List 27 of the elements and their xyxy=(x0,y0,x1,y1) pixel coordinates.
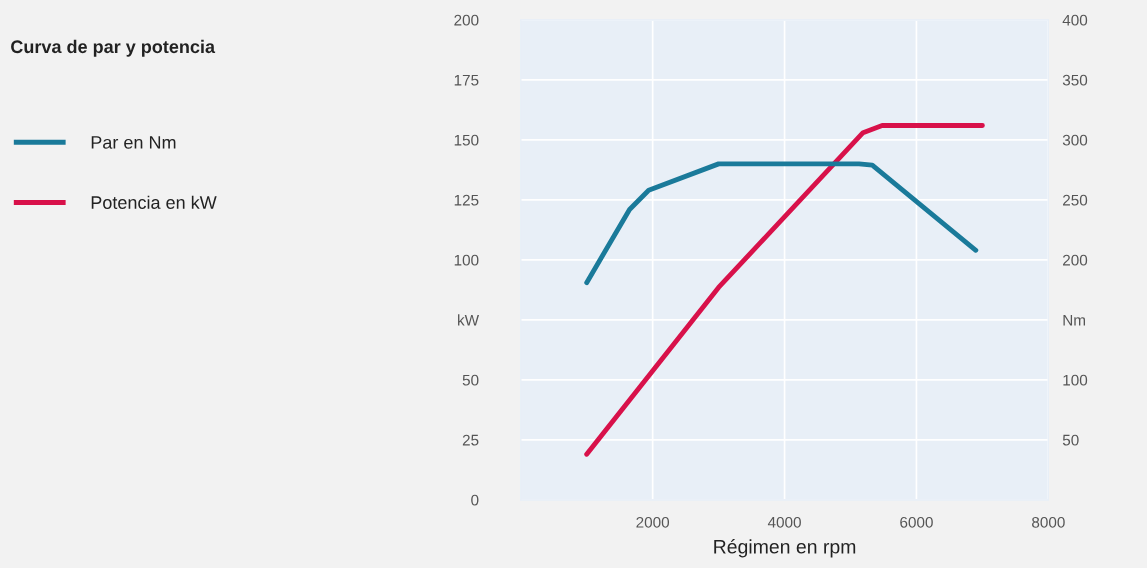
line-series xyxy=(584,123,985,457)
x-tick-label: 4000 xyxy=(767,516,801,528)
text: Curva de par y potencia xyxy=(11,39,216,57)
y2-tick-label: 200 xyxy=(1063,254,1088,266)
y-tick-label: 100 xyxy=(454,254,479,266)
y2-tick-label: 250 xyxy=(1063,194,1088,206)
y2-tick-label: Nm xyxy=(1063,314,1085,326)
y-tick-label: 25 xyxy=(462,434,479,446)
line-series xyxy=(584,161,979,286)
y2-tick-label: 300 xyxy=(1062,134,1088,146)
y-tick-label: 200 xyxy=(454,14,479,26)
y2-tick-label: 350 xyxy=(1062,74,1088,86)
x-tick-label: 8000 xyxy=(1032,516,1065,528)
y2-tick-label: 100 xyxy=(1063,374,1088,386)
y-tick-label: 50 xyxy=(462,374,479,386)
legend-label: Potencia en kW xyxy=(91,195,217,209)
y-tick-label: 0 xyxy=(471,494,479,506)
y2-tick-label: 50 xyxy=(1062,434,1079,446)
y-tick-label: 175 xyxy=(454,74,479,86)
x-tick-label: 2000 xyxy=(636,516,670,528)
y-tick-label: kW xyxy=(458,314,480,326)
x-tick-label: 6000 xyxy=(900,516,933,528)
y-tick-label: 125 xyxy=(454,194,479,206)
x-axis-title: Régimen en rpm xyxy=(714,539,856,558)
y-tick-label: 150 xyxy=(454,134,479,146)
y2-tick-label: 400 xyxy=(1062,14,1088,26)
legend-label: Par en Nm xyxy=(91,136,176,149)
